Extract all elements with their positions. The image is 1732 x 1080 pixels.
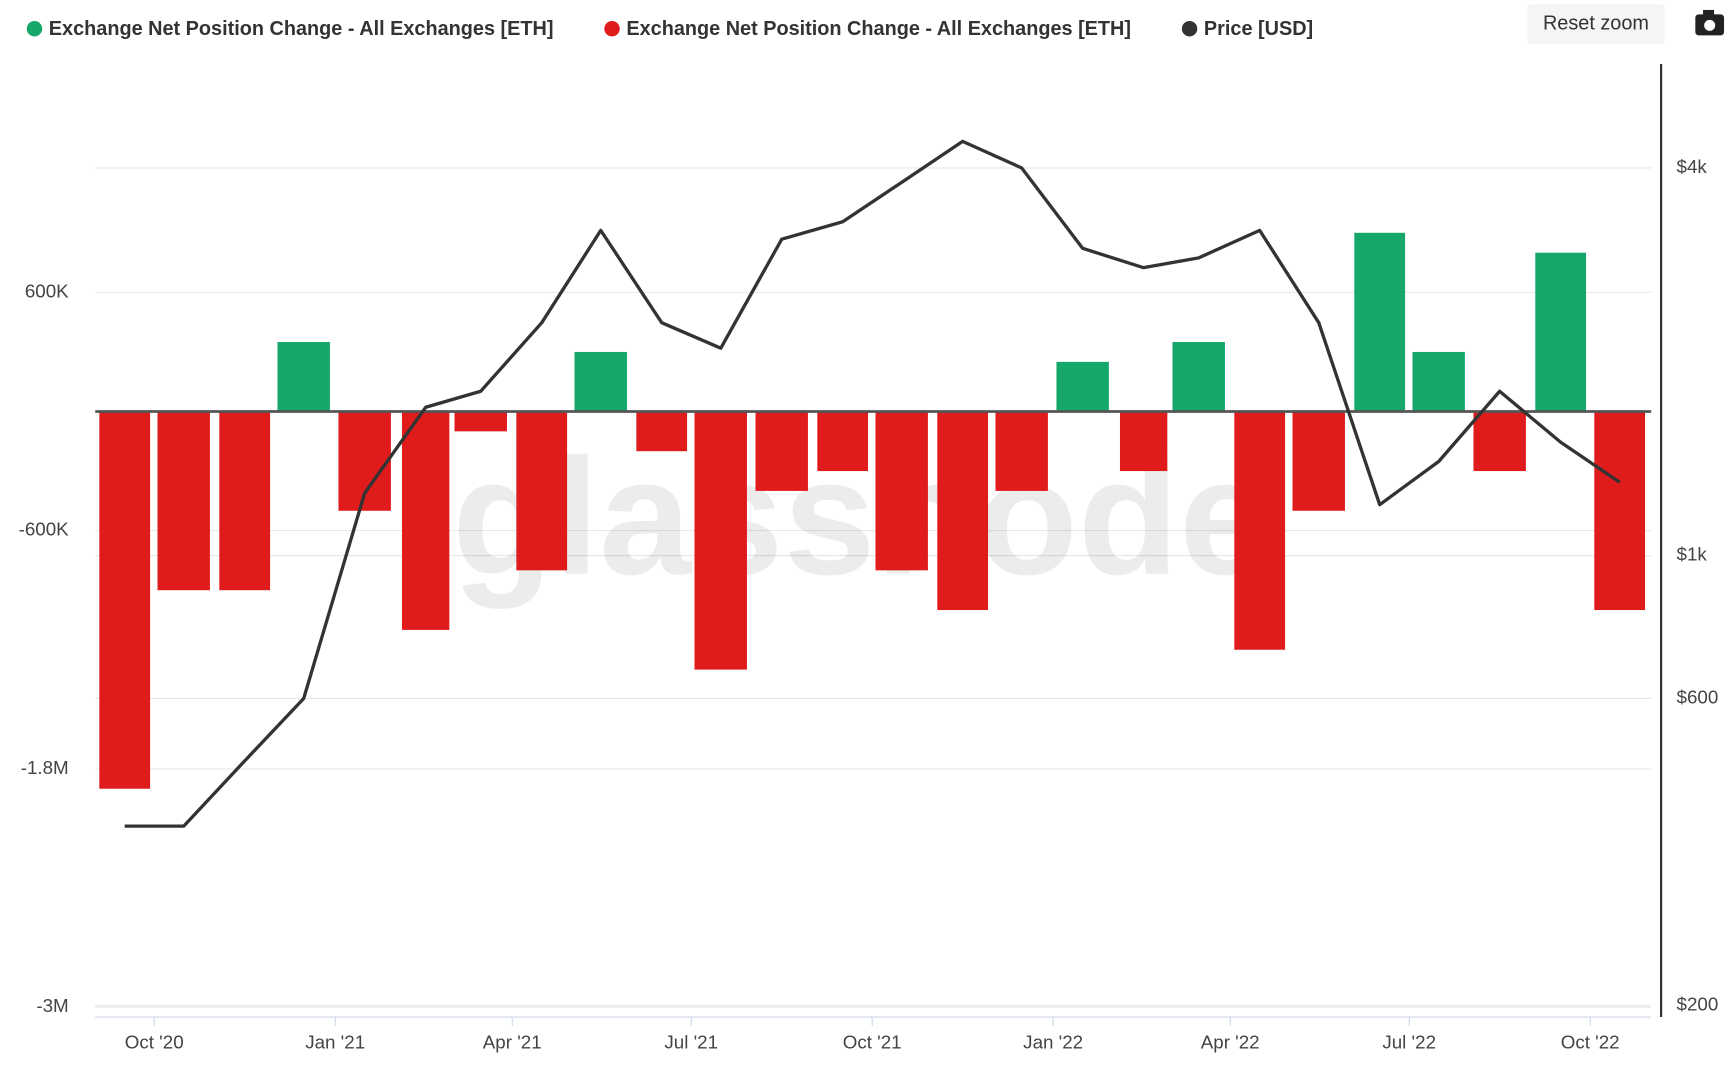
y-tick-label: 600K: [25, 280, 69, 301]
bar: [817, 411, 869, 472]
bar: [1535, 252, 1587, 412]
bar: [1594, 411, 1646, 611]
bar: [219, 411, 271, 591]
y2-tick-label: $4k: [1677, 156, 1708, 177]
y-tick-label: -1.8M: [21, 757, 69, 778]
y2-tick-label: $600: [1677, 686, 1719, 707]
legend-label: Exchange Net Position Change - All Excha…: [49, 18, 554, 40]
y2-tick-label: $200: [1677, 994, 1719, 1015]
bar: [157, 411, 210, 591]
bar: [937, 411, 989, 611]
bar: [1412, 351, 1465, 412]
x-tick-label: Apr '21: [483, 1032, 542, 1053]
bar: [99, 411, 151, 789]
bar: [875, 411, 928, 571]
price-line: [124, 139, 1621, 828]
bar: [755, 411, 808, 491]
reset-zoom-button[interactable]: Reset zoom: [1527, 4, 1665, 45]
x-tick-label: Apr '22: [1201, 1032, 1260, 1053]
reset-zoom-bg[interactable]: [1527, 4, 1665, 45]
x-tick-label: Oct '21: [843, 1032, 902, 1053]
bar: [516, 411, 568, 571]
legend-label: Price [USD]: [1204, 18, 1313, 40]
bar: [1354, 232, 1406, 412]
bar: [1473, 411, 1526, 472]
bar: [1119, 411, 1168, 472]
legend-marker: [1181, 20, 1198, 37]
x-tick-label: Jan '22: [1023, 1032, 1083, 1053]
bar: [995, 411, 1048, 491]
x-tick-label: Jan '21: [305, 1032, 365, 1053]
legend-marker: [604, 20, 620, 37]
y2-tick-label: $1k: [1677, 544, 1708, 565]
bar: [636, 411, 688, 452]
bar: [574, 351, 627, 412]
bar: [1056, 361, 1109, 412]
camera-top[interactable]: [1703, 9, 1715, 16]
bar: [401, 411, 450, 630]
legend-marker: [26, 20, 43, 37]
x-tick-label: Jul '22: [1382, 1032, 1436, 1053]
bar: [1292, 411, 1345, 511]
bar: [694, 411, 747, 670]
bar: [454, 411, 507, 432]
y-tick-label: -600K: [19, 519, 70, 540]
reset-zoom-label[interactable]: Reset zoom: [1543, 13, 1649, 35]
legend-label: Exchange Net Position Change - All Excha…: [626, 18, 1131, 40]
bar: [1234, 411, 1286, 650]
bar: [1172, 342, 1225, 412]
camera-lens[interactable]: [1704, 19, 1716, 31]
bar: [277, 342, 330, 412]
x-tick-label: Oct '22: [1561, 1032, 1620, 1053]
y-tick-label: -3M: [36, 995, 68, 1016]
camera-button[interactable]: [1695, 9, 1725, 36]
x-tick-label: Oct '20: [125, 1032, 184, 1053]
x-tick-label: Jul '21: [664, 1032, 718, 1053]
